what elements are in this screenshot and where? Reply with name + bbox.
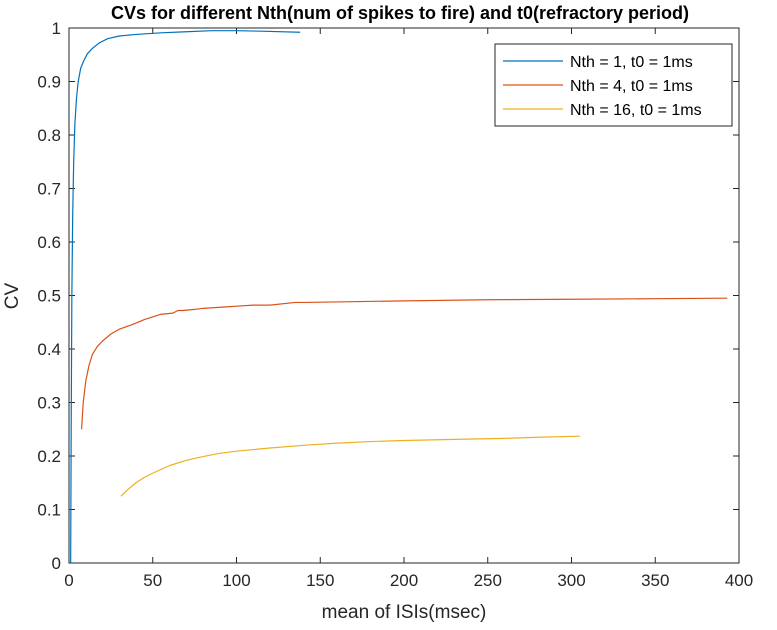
y-tick-label: 0.3 (37, 394, 61, 413)
legend-label-3: Nth = 16, t0 = 1ms (570, 102, 702, 119)
legend-label-1: Nth = 1, t0 = 1ms (570, 54, 693, 71)
x-tick-label: 400 (725, 571, 753, 590)
series-lines (70, 30, 728, 564)
series-line-3 (120, 435, 580, 497)
legend: Nth = 1, t0 = 1ms Nth = 4, t0 = 1ms Nth = … (494, 43, 733, 127)
x-tick-label: 150 (306, 571, 334, 590)
y-tick-label: 0.9 (37, 73, 61, 92)
y-axis-label: CV (2, 282, 23, 309)
y-tick-label: 0.2 (37, 447, 61, 466)
y-tick-label: 0.7 (37, 180, 61, 199)
x-tick-label: 200 (390, 571, 418, 590)
x-tick-label: 300 (557, 571, 585, 590)
series-line-1 (70, 30, 301, 564)
y-tick-label: 0 (52, 554, 61, 573)
y-tick-label: 0.4 (37, 340, 61, 359)
x-tick-label: 350 (641, 571, 669, 590)
x-tick-label: 250 (474, 571, 502, 590)
y-tick-label: 1 (52, 19, 61, 38)
y-tick-label: 0.5 (37, 287, 61, 306)
y-tick-label: 0.6 (37, 233, 61, 252)
y-tick-label: 0.8 (37, 126, 61, 145)
x-tick-label: 100 (222, 571, 250, 590)
x-tick-label: 50 (143, 571, 162, 590)
series-line-2 (80, 297, 728, 430)
legend-label-2: Nth = 4, t0 = 1ms (570, 78, 693, 95)
y-tick-label: 0.1 (37, 501, 61, 520)
x-tick-label: 0 (64, 571, 73, 590)
chart-title: CVs for different Nth(num of spikes to f… (111, 3, 689, 23)
x-axis: 0 50 100 150 200 250 300 350 400 (64, 28, 753, 590)
y-axis: 0 0.1 0.2 0.3 0.4 0.5 0.6 0.7 0.8 0.9 1 (37, 19, 739, 573)
x-axis-label: mean of ISIs(msec) (322, 602, 487, 623)
